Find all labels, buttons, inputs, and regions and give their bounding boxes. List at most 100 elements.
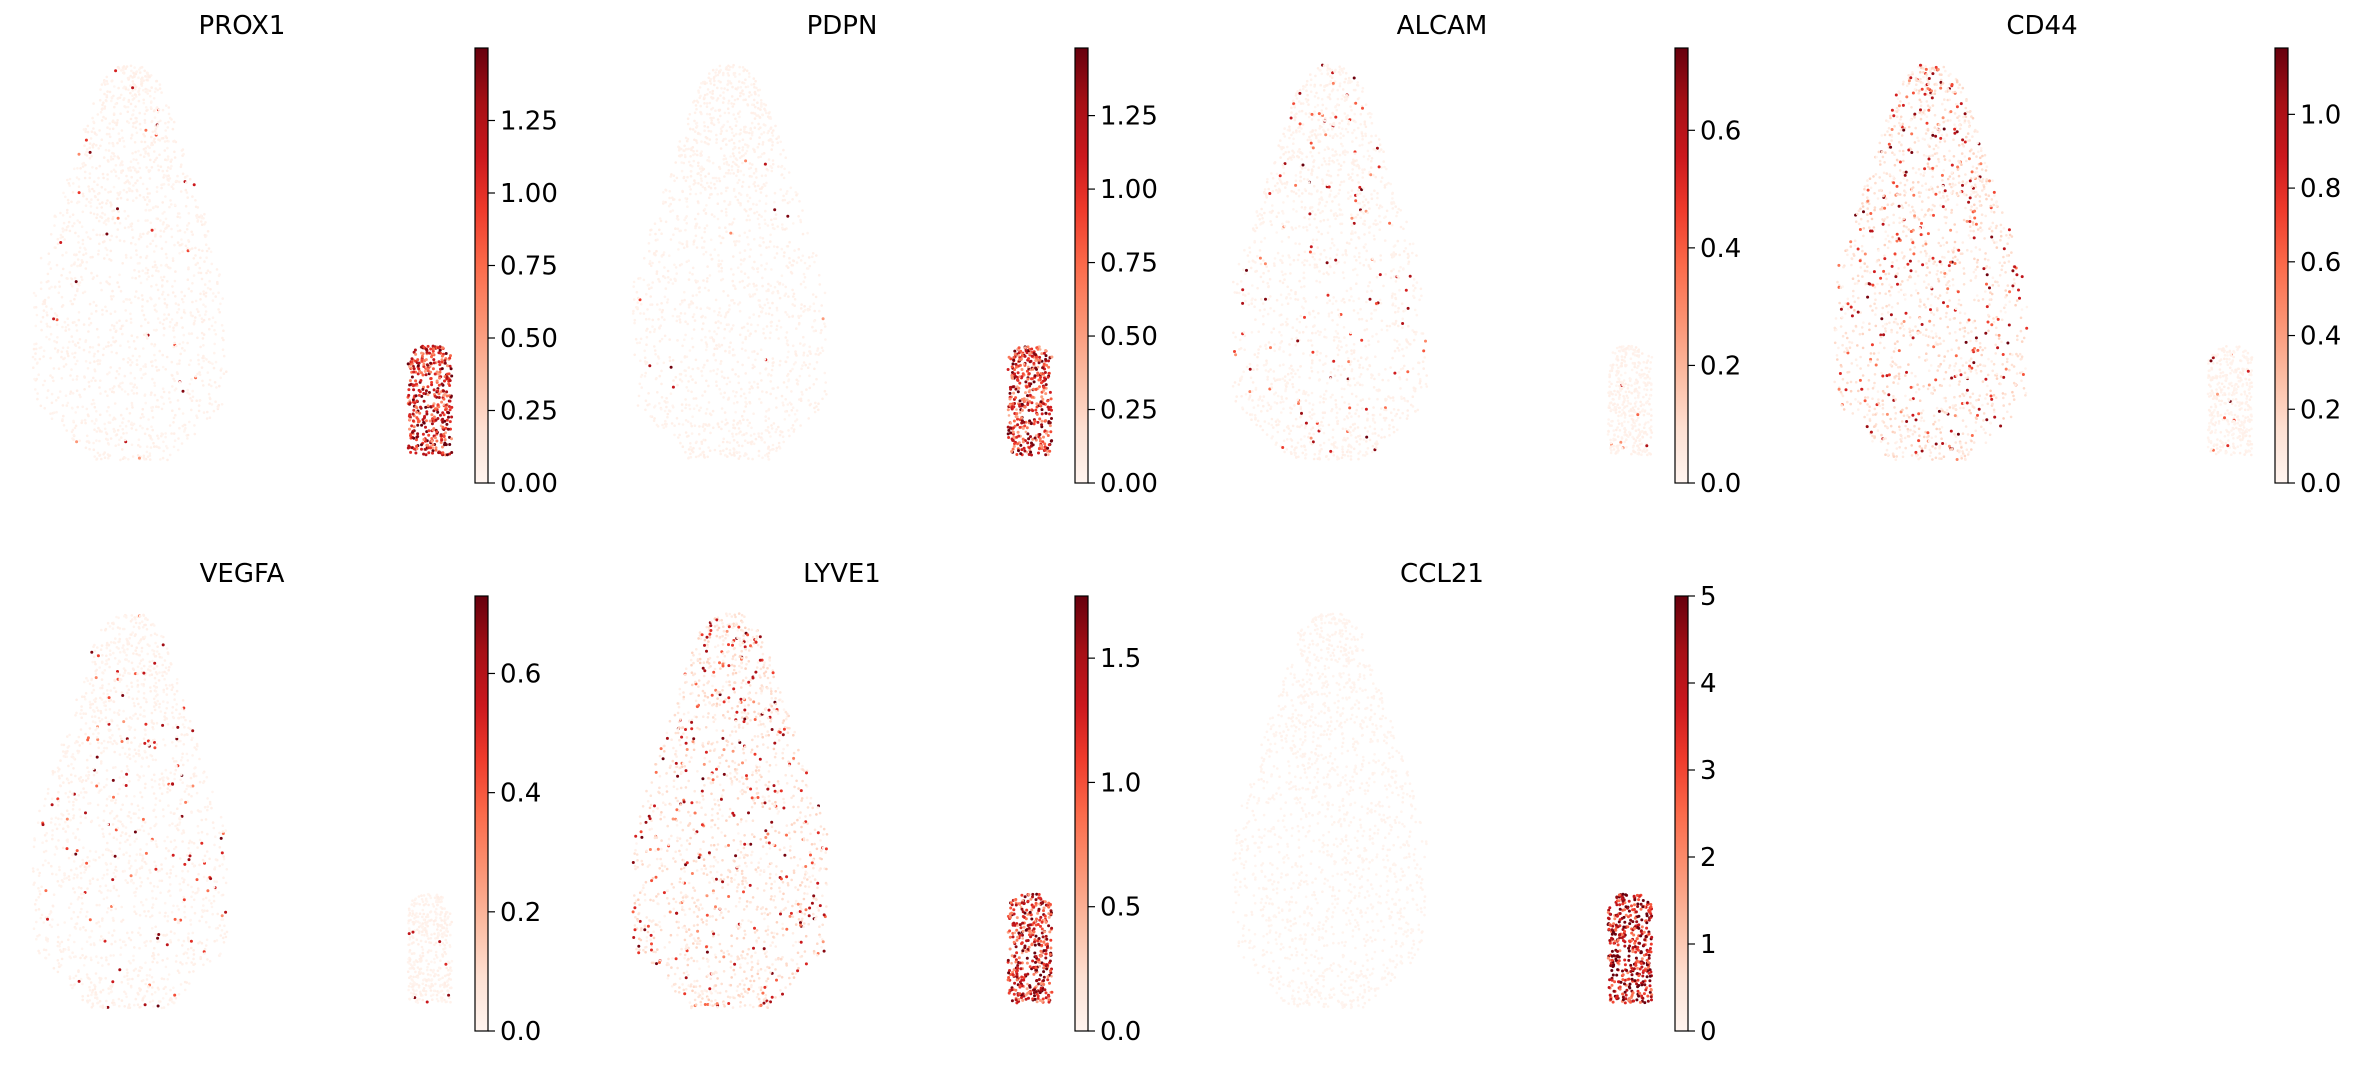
main-cluster-point [815,296,818,299]
small-cluster-point [1047,359,1050,362]
main-cluster-point [648,364,651,367]
main-cluster-point [99,379,102,382]
main-cluster-point [792,295,795,298]
main-cluster-point [721,375,724,378]
small-cluster-point [433,388,436,391]
main-cluster-point [101,138,104,141]
main-cluster-point [683,369,686,372]
main-cluster-point [815,378,818,381]
small-cluster-point [1009,392,1012,395]
main-cluster-point [93,353,96,356]
main-cluster-point [659,308,662,311]
main-cluster-point [149,159,152,162]
main-cluster-point [1341,387,1344,390]
main-cluster-point [93,368,96,371]
main-cluster-point [115,330,118,333]
main-cluster-point [96,234,99,237]
main-cluster-point [796,261,799,264]
main-cluster-point [132,184,135,187]
main-cluster-point [129,313,132,316]
main-cluster-point [98,362,101,365]
small-cluster-point [1035,388,1038,391]
main-cluster-point [744,78,747,81]
small-cluster-point [1035,434,1038,437]
main-cluster-point [1324,398,1327,401]
main-cluster-point [136,363,139,366]
main-cluster-point [633,322,636,325]
main-cluster-point [191,390,194,393]
main-cluster-point [715,333,718,336]
main-cluster-point [800,303,803,306]
main-cluster-point [142,99,145,102]
main-cluster-point [148,199,151,202]
main-cluster-point [815,353,818,356]
main-cluster-point [66,317,69,320]
main-cluster-point [163,313,166,316]
colorbar-tick-label: 1.00 [1100,175,1158,205]
main-cluster-point [98,440,101,443]
main-cluster-point [1406,409,1409,412]
small-cluster-point [1040,381,1043,384]
main-cluster-point [146,428,149,431]
main-cluster-point [1379,273,1382,276]
main-cluster-point [89,303,92,306]
main-cluster-point [1416,281,1419,284]
small-cluster-point [1033,420,1036,423]
main-cluster-point [155,284,158,287]
main-cluster-point [103,257,106,260]
main-cluster-point [689,442,692,445]
main-cluster-point [718,80,721,83]
main-cluster-point [717,314,720,317]
main-cluster-point [33,348,36,351]
main-cluster-point [1298,225,1301,228]
main-cluster-point [134,243,137,246]
main-cluster-point [779,360,782,363]
main-cluster-point [753,212,756,215]
small-cluster-point [412,437,415,440]
small-cluster-point [1013,442,1016,445]
main-cluster-point [105,99,108,102]
main-cluster-point [784,228,787,231]
main-cluster-point [718,426,721,429]
small-cluster-point [1038,433,1041,436]
main-cluster-point [82,254,85,257]
small-cluster-point [445,423,448,426]
main-cluster-point [1243,331,1246,334]
main-cluster-point [735,87,738,90]
small-cluster-point [443,435,446,438]
main-cluster-point [45,311,48,314]
small-cluster-point [421,358,424,361]
main-cluster-point [718,388,721,391]
main-cluster-point [678,434,681,437]
main-cluster-point [799,342,802,345]
main-cluster-point [186,224,189,227]
main-cluster-point [122,99,125,102]
small-cluster-point [1016,442,1019,445]
main-cluster-point [101,201,104,204]
main-cluster-point [1295,94,1298,97]
small-cluster-point [429,348,432,351]
main-cluster-point [781,227,784,230]
main-cluster-point [772,159,775,162]
main-cluster-point [59,390,62,393]
main-cluster-point [139,369,142,372]
main-cluster-point [153,97,156,100]
main-cluster-point [176,322,179,325]
main-cluster-point [699,105,702,108]
main-cluster-point [734,196,737,199]
main-cluster-point [764,219,767,222]
main-cluster-point [639,383,642,386]
main-cluster-point [817,402,820,405]
main-cluster-point [1381,320,1384,323]
main-cluster-point [136,70,139,73]
main-cluster-point [1392,399,1395,402]
main-cluster-point [719,453,722,456]
main-cluster-point [1283,451,1286,454]
small-cluster-point [1036,413,1039,416]
small-cluster-point [1017,387,1020,390]
main-cluster-point [710,122,713,125]
main-cluster-point [725,190,728,193]
main-cluster-point [118,439,121,442]
main-cluster-point [678,315,681,318]
main-cluster-point [159,120,162,123]
